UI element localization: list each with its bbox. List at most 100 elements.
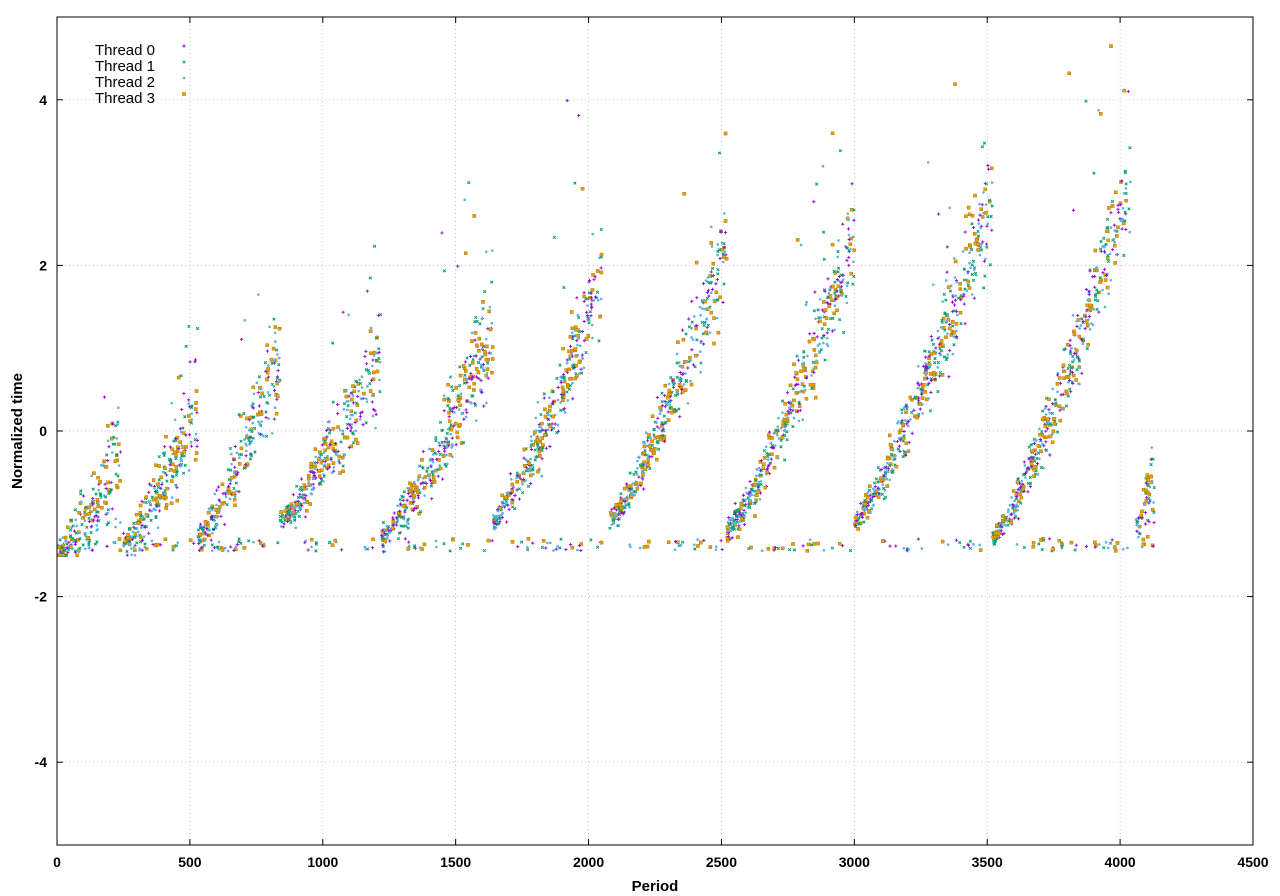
point-thread-3 xyxy=(536,469,540,474)
point-thread-2 xyxy=(408,544,411,548)
point-thread-2 xyxy=(354,429,357,433)
point-thread-2 xyxy=(548,396,551,399)
point-thread-0 xyxy=(198,522,203,526)
point-thread-2 xyxy=(535,429,538,432)
point-thread-1 xyxy=(372,244,377,248)
point-thread-0 xyxy=(493,521,497,526)
point-thread-1 xyxy=(686,359,691,364)
point-thread-3 xyxy=(408,481,412,486)
point-thread-0 xyxy=(934,346,938,350)
point-thread-2 xyxy=(421,476,425,480)
point-thread-2 xyxy=(888,478,891,481)
point-thread-0 xyxy=(702,342,706,346)
point-thread-1 xyxy=(401,524,405,529)
point-thread-0 xyxy=(470,377,474,382)
point-thread-2 xyxy=(562,378,566,382)
point-thread-3 xyxy=(780,435,785,440)
point-thread-3 xyxy=(194,401,198,405)
point-thread-1 xyxy=(73,508,78,512)
point-thread-3 xyxy=(316,457,321,462)
point-thread-0 xyxy=(955,309,959,313)
point-thread-0 xyxy=(381,550,386,554)
point-thread-2 xyxy=(470,401,473,404)
point-thread-0 xyxy=(882,474,886,478)
point-thread-0 xyxy=(612,506,616,510)
point-thread-1 xyxy=(735,514,739,519)
point-thread-1 xyxy=(326,426,331,431)
point-thread-2 xyxy=(1051,387,1055,391)
point-thread-3 xyxy=(830,131,835,135)
point-thread-1 xyxy=(467,180,471,185)
point-thread-0 xyxy=(952,303,957,307)
point-thread-1 xyxy=(929,377,934,381)
point-thread-2 xyxy=(633,493,637,497)
point-thread-3 xyxy=(158,494,162,498)
point-thread-2 xyxy=(75,524,79,528)
point-thread-1 xyxy=(87,541,91,545)
point-thread-0 xyxy=(544,428,548,432)
point-thread-1 xyxy=(457,383,462,388)
point-thread-2 xyxy=(852,260,855,264)
point-thread-2 xyxy=(484,337,488,341)
point-thread-2 xyxy=(450,446,453,449)
point-thread-1 xyxy=(750,487,754,492)
point-thread-2 xyxy=(1078,327,1081,330)
point-thread-2 xyxy=(349,413,353,417)
point-thread-1 xyxy=(183,463,187,467)
point-thread-3 xyxy=(77,511,81,515)
point-thread-2 xyxy=(749,499,753,502)
point-thread-0 xyxy=(963,230,967,234)
point-thread-3 xyxy=(275,381,279,386)
point-thread-3 xyxy=(800,382,805,387)
point-thread-3 xyxy=(711,261,716,266)
point-thread-1 xyxy=(661,429,666,433)
point-thread-0 xyxy=(452,424,456,428)
point-thread-3 xyxy=(470,361,475,365)
point-thread-1 xyxy=(368,276,372,280)
point-thread-1 xyxy=(201,528,206,533)
point-thread-0 xyxy=(619,510,624,514)
point-thread-0 xyxy=(387,529,391,533)
point-thread-3 xyxy=(420,547,424,551)
point-thread-1 xyxy=(103,495,108,499)
x-tick-label: 0 xyxy=(53,854,61,870)
point-thread-3 xyxy=(993,534,998,539)
point-thread-0 xyxy=(721,300,725,304)
point-thread-1 xyxy=(838,149,842,153)
point-thread-2 xyxy=(833,304,837,308)
point-thread-3 xyxy=(87,512,92,516)
point-thread-0 xyxy=(66,550,70,554)
point-thread-1 xyxy=(832,269,836,274)
point-thread-3 xyxy=(805,549,810,553)
point-thread-0 xyxy=(587,278,592,282)
point-thread-1 xyxy=(1106,259,1111,264)
point-thread-3 xyxy=(772,465,777,470)
point-thread-3 xyxy=(830,242,835,247)
x-tick-label: 1500 xyxy=(440,854,471,870)
point-thread-3 xyxy=(480,342,484,347)
point-thread-1 xyxy=(154,514,158,519)
point-thread-2 xyxy=(628,543,631,547)
point-thread-2 xyxy=(412,480,416,484)
point-thread-3 xyxy=(331,426,336,431)
point-thread-2 xyxy=(863,506,867,510)
point-thread-1 xyxy=(542,392,546,396)
point-thread-1 xyxy=(1124,191,1128,196)
point-thread-3 xyxy=(806,542,811,547)
point-thread-1 xyxy=(1081,337,1085,341)
point-thread-2 xyxy=(563,411,567,414)
point-thread-0 xyxy=(962,294,966,298)
point-thread-2 xyxy=(596,298,600,302)
point-thread-1 xyxy=(795,354,799,358)
point-thread-1 xyxy=(982,141,987,145)
point-thread-1 xyxy=(816,308,820,312)
point-thread-2 xyxy=(842,278,845,281)
point-thread-0 xyxy=(465,399,469,403)
point-thread-1 xyxy=(180,454,184,458)
point-thread-1 xyxy=(570,364,575,368)
point-thread-2 xyxy=(1041,442,1044,446)
point-thread-1 xyxy=(852,274,856,279)
point-thread-0 xyxy=(981,240,985,244)
point-thread-3 xyxy=(995,523,999,528)
point-thread-1 xyxy=(797,400,801,404)
